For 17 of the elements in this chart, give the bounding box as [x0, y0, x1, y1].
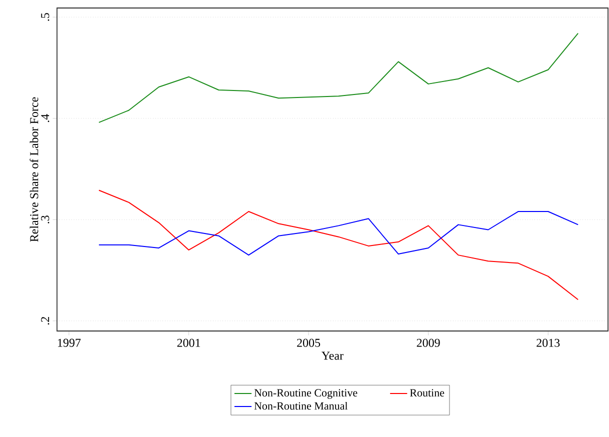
y-axis-title: Relative Share of Labor Force [30, 97, 38, 242]
legend-label: Routine [410, 389, 444, 397]
line-series [98, 211, 579, 256]
y-tick-label: .2 [41, 317, 50, 325]
line-series [98, 190, 579, 300]
y-tick-label: .3 [41, 216, 50, 224]
legend-label: Non-Routine Manual [254, 402, 348, 410]
legend-label: Non-Routine Cognitive [254, 389, 358, 399]
y-tick-label: .4 [41, 114, 50, 122]
x-tick-label: 2001 [177, 338, 200, 347]
x-tick-label: 2009 [416, 338, 440, 347]
line-series [98, 32, 579, 123]
y-tick-label: .5 [41, 13, 50, 21]
x-axis-title: Year [322, 352, 344, 360]
x-tick-label: 1997 [58, 338, 81, 347]
x-tick-label: 2005 [297, 338, 320, 347]
x-tick-label: 2013 [536, 338, 560, 347]
